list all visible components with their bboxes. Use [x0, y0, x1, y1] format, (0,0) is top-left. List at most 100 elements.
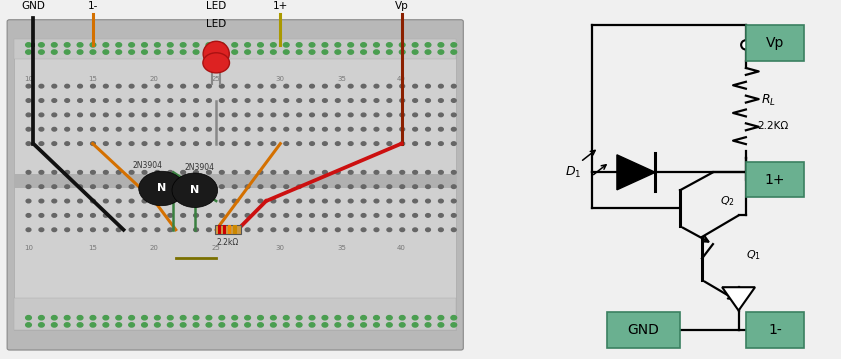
Circle shape	[246, 113, 250, 117]
Circle shape	[155, 214, 160, 217]
Circle shape	[361, 99, 366, 102]
Circle shape	[219, 323, 225, 327]
Circle shape	[271, 323, 276, 327]
Text: 20: 20	[150, 245, 159, 251]
Circle shape	[116, 84, 121, 88]
Text: 2.2KΩ: 2.2KΩ	[757, 121, 788, 131]
Circle shape	[168, 84, 172, 88]
Circle shape	[167, 323, 173, 327]
Circle shape	[116, 99, 121, 102]
Circle shape	[64, 50, 70, 54]
Circle shape	[245, 43, 251, 47]
Circle shape	[399, 113, 405, 117]
Circle shape	[336, 99, 340, 102]
Circle shape	[361, 316, 367, 320]
Circle shape	[296, 323, 302, 327]
Circle shape	[26, 43, 31, 47]
Text: 35: 35	[338, 76, 346, 82]
Circle shape	[387, 199, 392, 203]
Circle shape	[348, 99, 353, 102]
Circle shape	[399, 99, 405, 102]
Circle shape	[193, 50, 198, 54]
Circle shape	[246, 228, 250, 232]
Circle shape	[172, 173, 218, 208]
Circle shape	[412, 50, 418, 54]
Circle shape	[283, 323, 289, 327]
Circle shape	[246, 171, 250, 174]
Circle shape	[426, 142, 431, 145]
Circle shape	[207, 113, 211, 117]
Circle shape	[167, 43, 173, 47]
Circle shape	[373, 50, 379, 54]
Circle shape	[77, 214, 82, 217]
Circle shape	[52, 228, 56, 232]
Circle shape	[142, 127, 147, 131]
Circle shape	[348, 185, 353, 188]
Circle shape	[130, 142, 134, 145]
Circle shape	[257, 316, 263, 320]
Circle shape	[116, 50, 122, 54]
Circle shape	[413, 171, 417, 174]
Circle shape	[257, 43, 263, 47]
Circle shape	[232, 50, 237, 54]
Circle shape	[387, 185, 392, 188]
Circle shape	[130, 228, 134, 232]
Circle shape	[297, 113, 302, 117]
Circle shape	[323, 84, 327, 88]
Circle shape	[77, 43, 83, 47]
Circle shape	[387, 84, 392, 88]
Text: 2.2kΩ: 2.2kΩ	[217, 238, 239, 247]
Circle shape	[387, 323, 392, 327]
Circle shape	[207, 171, 211, 174]
Circle shape	[203, 53, 230, 73]
Circle shape	[181, 84, 186, 88]
Circle shape	[65, 99, 70, 102]
Circle shape	[336, 127, 340, 131]
Circle shape	[51, 50, 57, 54]
Circle shape	[374, 228, 378, 232]
Circle shape	[103, 50, 108, 54]
Circle shape	[438, 84, 443, 88]
Text: 2N3904: 2N3904	[132, 161, 162, 170]
Circle shape	[399, 214, 405, 217]
Circle shape	[413, 84, 417, 88]
Circle shape	[193, 185, 198, 188]
Circle shape	[399, 171, 405, 174]
Circle shape	[271, 99, 276, 102]
Circle shape	[155, 99, 160, 102]
Circle shape	[39, 228, 44, 232]
Circle shape	[26, 99, 31, 102]
Circle shape	[348, 113, 353, 117]
Circle shape	[426, 113, 431, 117]
Circle shape	[103, 323, 108, 327]
Circle shape	[296, 50, 302, 54]
Circle shape	[64, 316, 70, 320]
Circle shape	[26, 185, 31, 188]
Circle shape	[39, 214, 44, 217]
Circle shape	[232, 199, 237, 203]
Circle shape	[26, 228, 31, 232]
Circle shape	[220, 199, 225, 203]
Circle shape	[271, 316, 276, 320]
Circle shape	[336, 171, 340, 174]
Circle shape	[374, 127, 378, 131]
Circle shape	[336, 142, 340, 145]
Circle shape	[91, 84, 95, 88]
Circle shape	[374, 214, 378, 217]
Circle shape	[142, 171, 147, 174]
Circle shape	[348, 228, 353, 232]
Circle shape	[348, 127, 353, 131]
Text: 25: 25	[212, 245, 220, 251]
Circle shape	[91, 142, 95, 145]
Circle shape	[52, 127, 56, 131]
Circle shape	[116, 228, 121, 232]
Circle shape	[90, 316, 96, 320]
Circle shape	[64, 43, 70, 47]
Circle shape	[91, 99, 95, 102]
Circle shape	[91, 127, 95, 131]
Circle shape	[116, 171, 121, 174]
Circle shape	[155, 228, 160, 232]
Text: 1+: 1+	[272, 1, 288, 11]
Text: 1-: 1-	[87, 1, 98, 11]
Circle shape	[91, 185, 95, 188]
